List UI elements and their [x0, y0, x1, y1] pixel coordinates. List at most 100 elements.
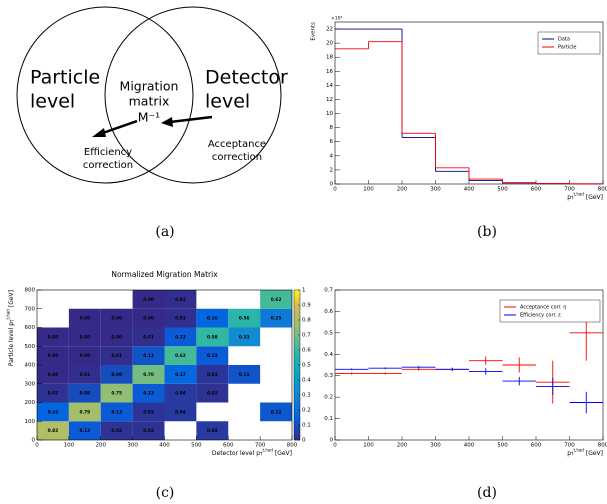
cell-label: 0.13: [207, 353, 218, 359]
cell-label: 0.03: [143, 409, 154, 415]
legend-label: Data: [558, 37, 570, 43]
cell-label: 0.01: [80, 372, 91, 378]
caption: (c): [156, 485, 175, 501]
colorbar-strip: [294, 430, 300, 433]
heatmap-cell: [260, 402, 292, 422]
cell-label: 0.00: [111, 316, 122, 322]
colorbar-strip: [294, 387, 300, 391]
colorbar-strip: [294, 385, 300, 388]
x-tick-label: 200: [397, 443, 408, 449]
colorbar-strip: [294, 352, 300, 356]
colorbar-strip: [294, 392, 300, 396]
cell-label: 0.11: [143, 353, 154, 359]
colorbar-strip: [294, 310, 300, 313]
cell-label: 0.13: [111, 409, 122, 415]
y-tick-label: 16: [326, 69, 333, 75]
cell-label: 0.13: [143, 391, 154, 397]
colorbar-strip: [294, 435, 300, 438]
detector-circle: [104, 6, 282, 184]
heatmap-cell: [100, 365, 133, 384]
y-tick-label: 0: [330, 438, 334, 444]
axis-label-part: [GeV]: [586, 450, 603, 457]
colorbar-strip: [294, 375, 300, 378]
colorbar-strip: [294, 420, 300, 423]
heatmap-cell: [260, 290, 292, 309]
y-tick-label: 300: [25, 381, 36, 387]
left-label: level: [30, 91, 75, 113]
colorbar-strip: [294, 365, 300, 368]
x-tick-label: 500: [497, 187, 508, 193]
cell-label: 0.16: [48, 409, 59, 415]
efficiency-label: correction: [83, 160, 133, 171]
colorbar-strip: [294, 297, 300, 301]
colorbar-strip: [294, 335, 300, 338]
colorbar-label: 0.3: [302, 393, 311, 399]
colorbar-strip: [294, 432, 300, 436]
colorbar-strip: [294, 427, 300, 431]
x-tick-label: 800: [598, 187, 607, 193]
axis-label-part: [GeV]: [586, 194, 603, 201]
heatmap-cell: [132, 290, 165, 309]
colorbar-strip: [294, 370, 300, 373]
cell-label: 0.13: [175, 334, 186, 340]
colorbar-strip: [294, 390, 300, 393]
axis-label: pTt,had [GeV]: [567, 192, 603, 201]
y-tick-label: 4: [330, 153, 334, 159]
colorbar-label: 0: [302, 438, 306, 444]
heatmap-cell: [68, 308, 101, 328]
axis-label-part: p: [567, 450, 571, 457]
x-tick-label: 500: [497, 443, 508, 449]
y-tick-label: 200: [25, 400, 36, 406]
colorbar-strip: [294, 325, 300, 328]
cell-label: 0.01: [143, 334, 154, 340]
heatmap-cell: [100, 346, 133, 365]
y-axis-label: Events: [311, 22, 317, 41]
heatmap-cell: [196, 421, 229, 440]
heatmap-cell: [68, 402, 101, 422]
cell-label: 0.09: [80, 391, 91, 397]
colorbar-strip: [294, 380, 300, 383]
x-tick-label: 0: [333, 443, 337, 449]
y-tick-label: 800: [25, 288, 36, 294]
heatmap-cell: [68, 346, 101, 365]
x-tick-label: 300: [127, 443, 138, 449]
colorbar-label: 1: [302, 288, 306, 294]
colorbar-label: 0.7: [302, 333, 311, 339]
colorbar-label: 0.2: [302, 408, 311, 414]
colorbar-strip: [294, 305, 300, 308]
colorbar-label: 0.8: [302, 318, 311, 324]
heatmap-cell: [100, 327, 133, 347]
cell-label: 0.02: [207, 391, 218, 397]
acceptance-label: correction: [212, 152, 262, 163]
heatmap-cell: [132, 327, 165, 347]
y-tick-label: 400: [25, 363, 36, 369]
y-tick-label: 18: [326, 55, 333, 61]
heatmap-cell: [37, 421, 69, 440]
x-tick-label: 800: [598, 443, 607, 449]
colorbar-strip: [294, 407, 300, 411]
axis-label-part: Detector level: [212, 450, 255, 457]
colorbar-strip: [294, 312, 300, 316]
heatmap-cell: [132, 402, 165, 422]
efficiency-label: Efficiency: [84, 147, 132, 158]
heatmap-cell: [100, 308, 133, 328]
colorbar-strip: [294, 355, 300, 358]
arrow-head: [92, 128, 106, 137]
y-tick-label: 8: [330, 125, 334, 131]
heatmap-cell: [37, 327, 69, 347]
cell-label: 0.00: [143, 297, 154, 303]
x-tick-label: 0: [35, 443, 39, 449]
caption: (b): [477, 224, 497, 240]
colorbar-label: 0.4: [302, 378, 311, 384]
colorbar-strip: [294, 372, 300, 376]
particle-circle: [16, 6, 194, 184]
cell-label: 0.00: [48, 372, 59, 378]
axis-label-sub: T: [259, 452, 263, 457]
colorbar-strip: [294, 295, 300, 298]
colorbar-strip: [294, 357, 300, 361]
heatmap-cell: [68, 383, 101, 403]
colorbar-strip: [294, 415, 300, 418]
colorbar-strip: [294, 337, 300, 341]
heatmap-cell: [228, 308, 261, 328]
legend-box: [499, 299, 601, 323]
